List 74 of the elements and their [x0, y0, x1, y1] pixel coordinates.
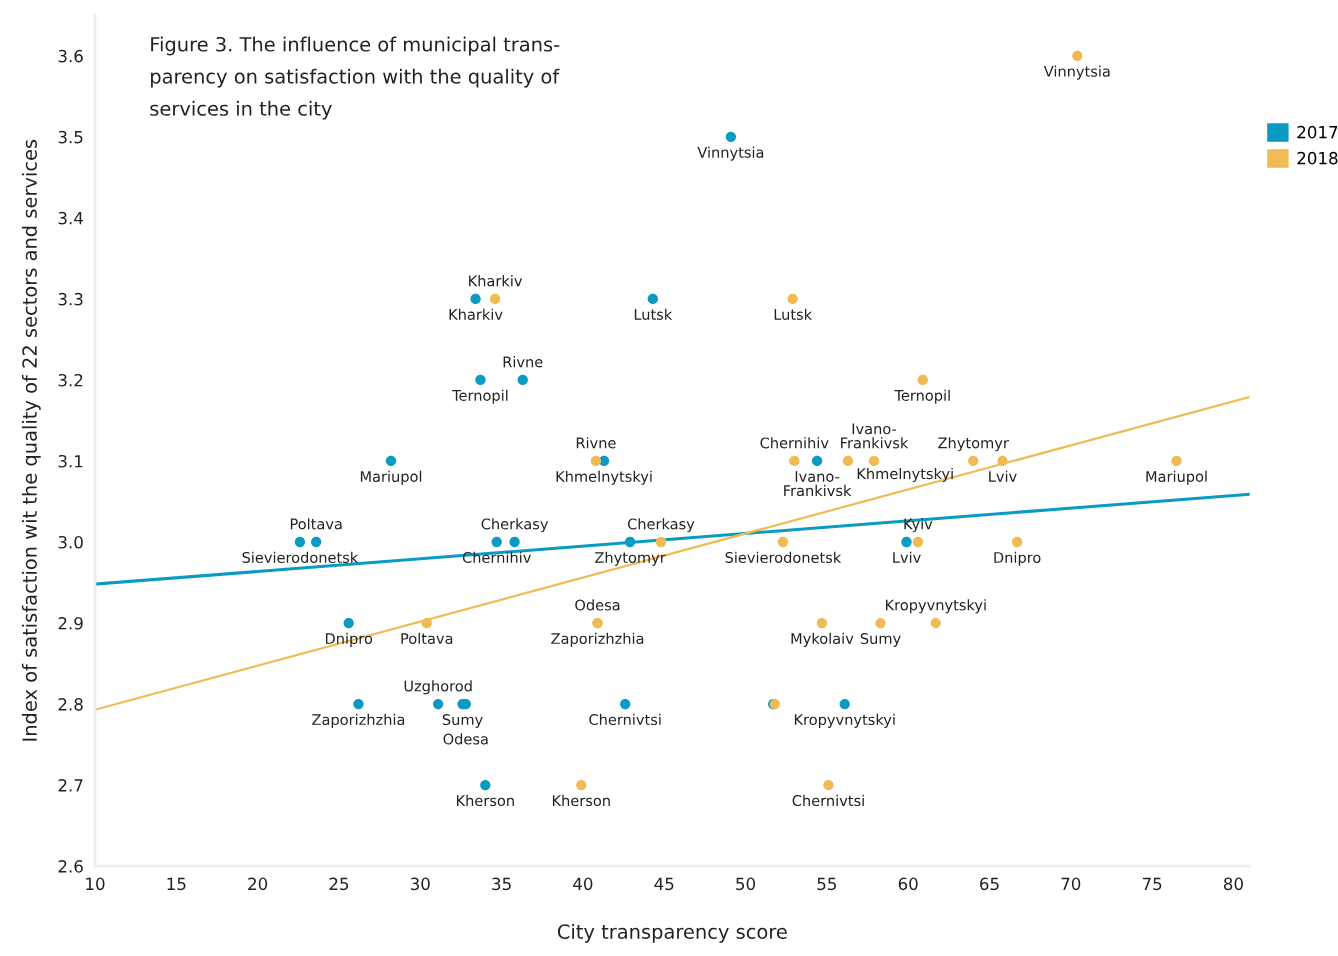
annotation: Sievierodonetsk: [242, 551, 359, 564]
y-tick-label: 2.9: [58, 617, 83, 630]
annotation: Sumy: [860, 633, 901, 647]
x-tick-label: 10: [86, 877, 105, 891]
y-tick-label: 2.8: [58, 698, 83, 711]
annotation: Ivano- Frankivsk: [841, 423, 909, 449]
annotation: Zaporizhzhia: [551, 632, 644, 647]
annotation: Kropyvnytskyi: [794, 713, 895, 728]
text: Figure 3. The influence of municipal trans- parency on satisfaction with the quality of services in the city: [150, 36, 560, 120]
x-tick-label: 60: [898, 877, 918, 891]
annotation: Lutsk: [774, 308, 813, 320]
annotation: Uzghorod: [404, 680, 472, 695]
annotation: Lviv: [989, 470, 1017, 482]
annotation: Vinnytsia: [1043, 65, 1110, 80]
annotation: Poltava: [401, 632, 453, 645]
annotation: Kharkiv: [449, 308, 503, 320]
y-tick-label: 3.3: [58, 292, 83, 306]
annotation: Cherkasy: [627, 518, 695, 533]
y-tick-label: 3.2: [58, 373, 83, 387]
legend-label: 2018: [1297, 151, 1338, 165]
x-tick-label: 25: [329, 877, 349, 891]
x-tick-label: 50: [736, 877, 756, 891]
annotation: Kyiv: [904, 518, 933, 533]
annotation: Chernihiv: [462, 551, 531, 564]
x-tick-label: 65: [980, 877, 999, 891]
annotation: Poltava: [290, 518, 342, 530]
x-tick-label: 70: [1061, 877, 1081, 891]
x-tick-label: 40: [573, 877, 593, 891]
annotation: Khmelnytskyi: [857, 467, 953, 483]
x-axis-title: City transparency score: [557, 923, 787, 943]
annotation: Chernivtsi: [589, 713, 661, 726]
annotation: Chernivtsi: [792, 794, 864, 807]
annotation: Kherson: [552, 794, 610, 807]
annotation: Odesa: [443, 733, 488, 745]
y-tick-label: 3.6: [58, 49, 83, 63]
x-tick-label: 45: [654, 877, 674, 891]
annotation: Zaporizhzhia: [312, 713, 405, 728]
annotation: Cherkasy: [481, 518, 549, 533]
annotation: Kropyvnytskyi: [886, 599, 986, 614]
annotation: Vinnytsia: [697, 146, 764, 161]
annotation: Ternopil: [894, 389, 950, 404]
annotation: Sumy: [442, 714, 483, 728]
x-tick-label: 15: [167, 877, 186, 891]
x-tick-label: 35: [492, 877, 511, 891]
x-tick-label: 55: [817, 877, 836, 891]
annotation: Lviv: [893, 551, 921, 563]
annotation: Ternopil: [452, 389, 508, 404]
y-tick-label: 2.7: [58, 779, 83, 792]
annotation: Chernihiv: [760, 437, 829, 449]
annotation: Kharkiv: [469, 275, 523, 287]
y-tick-label: 2.6: [58, 860, 83, 873]
annotation: Kherson: [456, 794, 514, 807]
annotation: Mariupol: [1146, 470, 1207, 485]
annotation: Khmelnytskyi: [556, 470, 652, 485]
annotation: Odesa: [575, 599, 620, 611]
y-axis-title: Index of satisfaction wit the quality of 22 sectors and services: [21, 139, 41, 741]
x-tick-label: 80: [1223, 877, 1243, 891]
annotation: Rivne: [503, 356, 543, 368]
annotation: Mykolaiv: [791, 632, 854, 647]
x-tick-label: 75: [1142, 877, 1162, 891]
y-tick-label: 3.1: [58, 454, 83, 468]
y-tick-label: 3.4: [58, 211, 83, 225]
legend-label: 2017: [1297, 125, 1338, 139]
x-tick-label: 20: [248, 877, 268, 891]
annotation: Ivano- Frankivsk: [784, 471, 852, 497]
y-tick-label: 3.5: [58, 130, 83, 144]
y-tick-label: 3.0: [58, 535, 83, 549]
annotation: Dnipro: [994, 551, 1041, 566]
annotation: Rivne: [576, 437, 616, 449]
annotation: Sievierodonetsk: [725, 551, 842, 564]
annotation: Lutsk: [634, 308, 673, 320]
x-tick-label: 30: [410, 877, 430, 891]
annotation: Zhytomyr: [938, 437, 1009, 452]
annotation: Mariupol: [360, 470, 422, 485]
